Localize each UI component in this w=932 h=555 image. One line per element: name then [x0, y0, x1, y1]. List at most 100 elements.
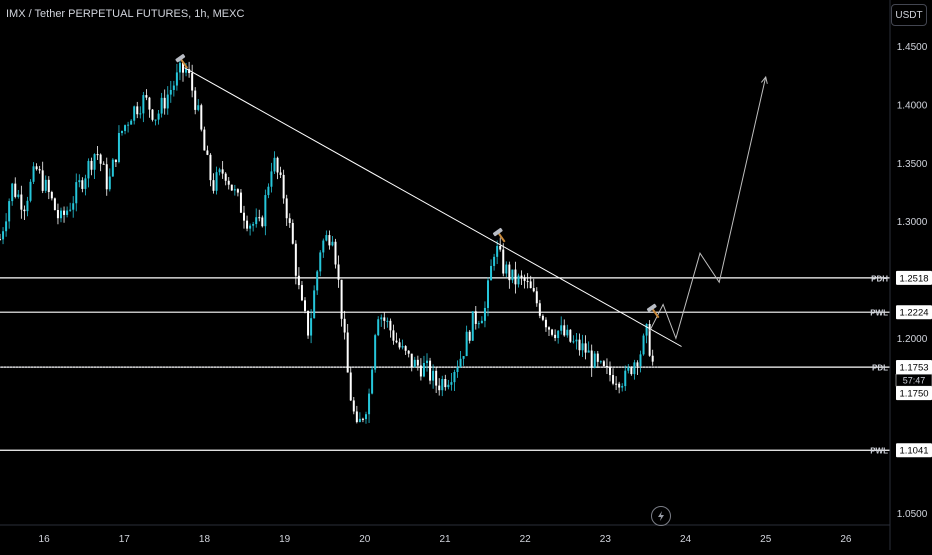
candle-body	[401, 346, 404, 348]
candle-body	[194, 90, 197, 110]
candle-body	[60, 210, 62, 219]
time-tick-label: 18	[199, 534, 211, 545]
currency-button[interactable]: USDT	[891, 4, 927, 26]
candle-body	[554, 334, 557, 339]
candle-body	[624, 370, 627, 387]
candle-body	[471, 311, 474, 341]
candle-body	[243, 212, 245, 221]
candle-body	[185, 69, 188, 73]
candle-body	[75, 182, 78, 204]
candle-body	[599, 361, 602, 363]
candle-body	[355, 411, 358, 423]
candle-body	[2, 231, 5, 240]
candle-body	[477, 323, 480, 325]
candle-body	[261, 217, 264, 227]
candle-body	[529, 281, 532, 289]
candle-body	[432, 370, 435, 381]
candle-body	[72, 203, 75, 210]
candle-body	[633, 362, 636, 375]
candle-body	[310, 318, 313, 336]
candle-body	[313, 290, 316, 319]
trendline	[184, 67, 682, 347]
candle-body	[0, 239, 1, 241]
hammer-icon	[175, 54, 188, 69]
candle-body	[465, 331, 468, 357]
price-tag	[896, 270, 932, 285]
candle-body	[435, 370, 438, 386]
candle-body	[639, 354, 642, 367]
candle-body	[236, 189, 239, 193]
candle-body	[380, 317, 383, 320]
hammer-handle	[180, 58, 188, 69]
candle-body	[230, 184, 233, 191]
candle-body	[66, 210, 69, 215]
candle-body	[99, 154, 102, 164]
candle-body	[63, 210, 66, 215]
candle-body	[32, 166, 35, 182]
candle-body	[365, 414, 367, 420]
candle-body	[69, 209, 72, 211]
candle-body	[651, 355, 654, 362]
candle-body	[398, 342, 401, 348]
time-tick-label: 24	[680, 534, 692, 545]
candle-body	[273, 157, 276, 172]
lightning-logo-icon	[651, 506, 671, 526]
candle-body	[136, 106, 139, 115]
candle-body	[270, 171, 273, 187]
candle-body	[648, 323, 651, 356]
candle-body	[96, 154, 99, 156]
time-tick-label: 22	[520, 534, 532, 545]
candle-body	[17, 194, 20, 197]
candle-body	[483, 307, 486, 321]
current-price-tag	[896, 360, 932, 375]
hammer-handle	[497, 232, 506, 243]
candle-body	[538, 303, 541, 316]
candle-body	[5, 221, 8, 232]
candle-body	[377, 319, 380, 336]
candle-body	[233, 189, 236, 191]
candle-body	[124, 125, 127, 131]
current-price-label: 1.1753	[899, 363, 928, 374]
candle-body	[615, 383, 618, 385]
candle-body	[493, 256, 496, 266]
candle-body	[127, 124, 130, 126]
price-tag-label: 1.1041	[899, 446, 928, 457]
candle-body	[419, 365, 422, 377]
candle-body	[93, 154, 96, 170]
candle-body	[200, 105, 203, 130]
candle-body	[511, 269, 514, 281]
candle-body	[203, 129, 206, 151]
candle-body	[114, 159, 117, 163]
candle-body	[322, 240, 325, 253]
candle-body	[276, 157, 279, 173]
candle-body	[26, 200, 29, 212]
candle-body	[361, 418, 364, 420]
candle-body	[371, 369, 374, 394]
projection-arrow-head	[760, 75, 768, 84]
candle-body	[429, 360, 432, 381]
candle-body	[227, 180, 230, 185]
candle-body	[426, 360, 428, 363]
candle-body	[130, 120, 133, 125]
candle-body	[166, 94, 169, 109]
candle-body	[87, 160, 90, 179]
candle-body	[456, 367, 459, 372]
candle-body	[352, 400, 355, 412]
candle-body	[441, 379, 444, 391]
time-tick-label: 17	[119, 534, 131, 545]
candle-body	[102, 163, 105, 165]
candle-body	[566, 329, 569, 336]
candle-body	[14, 183, 17, 197]
candle-body	[41, 170, 44, 191]
candle-body	[505, 264, 508, 274]
candle-body	[81, 180, 84, 189]
level-name-label: PWL	[870, 309, 888, 318]
countdown-label: 57:47	[903, 376, 926, 386]
chart-title: IMX / Tether PERPETUAL FUTURES, 1h, MEXC	[6, 8, 245, 20]
candle-body	[38, 169, 41, 171]
candle-body	[447, 384, 450, 388]
candle-body	[514, 269, 517, 285]
time-tick-label: 23	[600, 534, 612, 545]
